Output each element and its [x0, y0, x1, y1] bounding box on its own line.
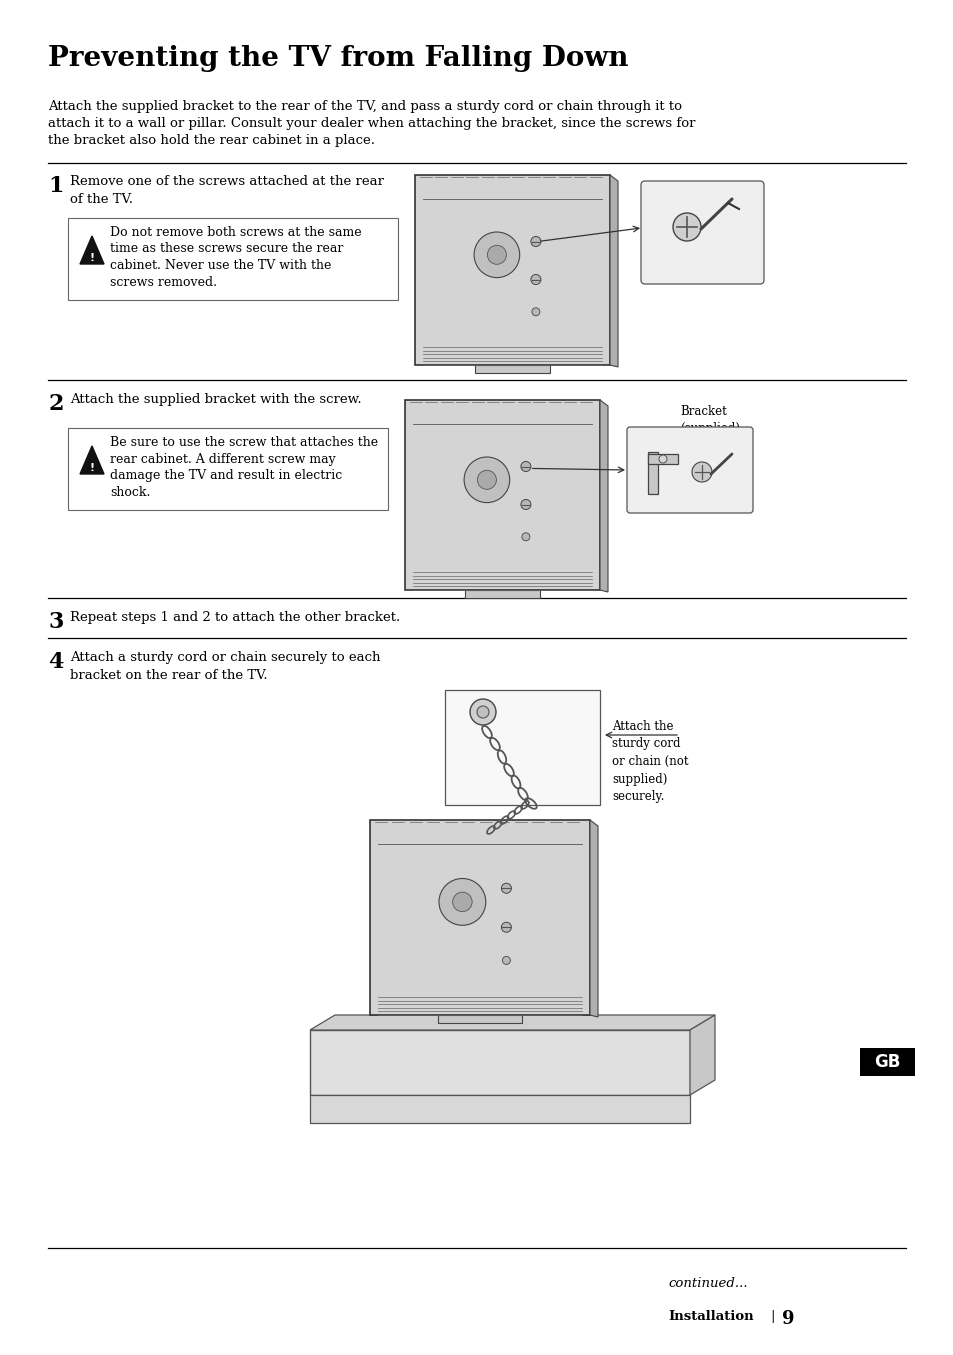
- Polygon shape: [80, 446, 104, 474]
- Circle shape: [487, 245, 506, 264]
- FancyBboxPatch shape: [68, 218, 397, 299]
- Text: 4: 4: [48, 650, 63, 673]
- Polygon shape: [589, 820, 598, 1018]
- Circle shape: [474, 232, 519, 278]
- FancyBboxPatch shape: [415, 175, 609, 364]
- Text: Attach the supplied bracket to the rear of the TV, and pass a sturdy cord or cha: Attach the supplied bracket to the rear …: [48, 100, 695, 146]
- Polygon shape: [310, 1015, 714, 1030]
- Text: Remove one of the screws attached at the rear
of the TV.: Remove one of the screws attached at the…: [70, 175, 384, 206]
- Circle shape: [659, 455, 666, 463]
- Text: 9: 9: [781, 1310, 794, 1328]
- Text: Attach a sturdy cord or chain securely to each
bracket on the rear of the TV.: Attach a sturdy cord or chain securely t…: [70, 650, 380, 682]
- Circle shape: [463, 457, 509, 503]
- Polygon shape: [599, 400, 607, 592]
- FancyBboxPatch shape: [465, 589, 539, 598]
- Text: Repeat steps 1 and 2 to attach the other bracket.: Repeat steps 1 and 2 to attach the other…: [70, 611, 400, 625]
- Circle shape: [438, 878, 485, 925]
- Circle shape: [476, 470, 496, 489]
- FancyBboxPatch shape: [370, 820, 589, 1015]
- Circle shape: [520, 500, 530, 509]
- Bar: [647, 454, 678, 463]
- Text: Attach the
sturdy cord
or chain (not
supplied)
securely.: Attach the sturdy cord or chain (not sup…: [612, 720, 688, 804]
- Circle shape: [501, 883, 511, 893]
- Text: Installation: Installation: [667, 1310, 753, 1322]
- Text: continued...: continued...: [667, 1276, 747, 1290]
- FancyBboxPatch shape: [475, 364, 549, 373]
- Text: Do not remove both screws at the same
time as these screws secure the rear
cabin: Do not remove both screws at the same ti…: [110, 226, 361, 289]
- Polygon shape: [609, 175, 618, 367]
- Circle shape: [521, 533, 529, 541]
- Circle shape: [691, 462, 711, 482]
- Circle shape: [530, 275, 540, 285]
- Circle shape: [476, 706, 489, 718]
- Text: 1: 1: [48, 175, 64, 196]
- Text: Attach the supplied bracket with the screw.: Attach the supplied bracket with the scr…: [70, 393, 361, 406]
- FancyBboxPatch shape: [640, 182, 763, 285]
- FancyBboxPatch shape: [444, 690, 599, 805]
- Text: 2: 2: [48, 393, 64, 415]
- FancyBboxPatch shape: [626, 427, 752, 514]
- Text: !: !: [90, 253, 94, 263]
- Polygon shape: [689, 1015, 714, 1095]
- Text: |: |: [769, 1310, 774, 1322]
- FancyBboxPatch shape: [437, 1015, 521, 1023]
- Bar: [859, 1047, 914, 1076]
- Circle shape: [672, 213, 700, 241]
- Text: 3: 3: [48, 611, 63, 633]
- Circle shape: [520, 462, 530, 472]
- Bar: [647, 453, 658, 495]
- Circle shape: [470, 699, 496, 725]
- Polygon shape: [80, 236, 104, 264]
- FancyBboxPatch shape: [405, 400, 599, 589]
- Circle shape: [532, 308, 539, 316]
- Text: GB: GB: [873, 1053, 900, 1070]
- Text: !: !: [90, 463, 94, 473]
- Text: Be sure to use the screw that attaches the
rear cabinet. A different screw may
d: Be sure to use the screw that attaches t…: [110, 436, 377, 499]
- Circle shape: [501, 923, 511, 932]
- Polygon shape: [310, 1095, 689, 1123]
- Circle shape: [502, 957, 510, 965]
- Text: Bracket
(supplied): Bracket (supplied): [679, 405, 740, 435]
- FancyBboxPatch shape: [310, 1030, 689, 1095]
- Circle shape: [530, 237, 540, 247]
- Text: Preventing the TV from Falling Down: Preventing the TV from Falling Down: [48, 45, 628, 72]
- FancyBboxPatch shape: [68, 428, 388, 509]
- Circle shape: [452, 892, 472, 912]
